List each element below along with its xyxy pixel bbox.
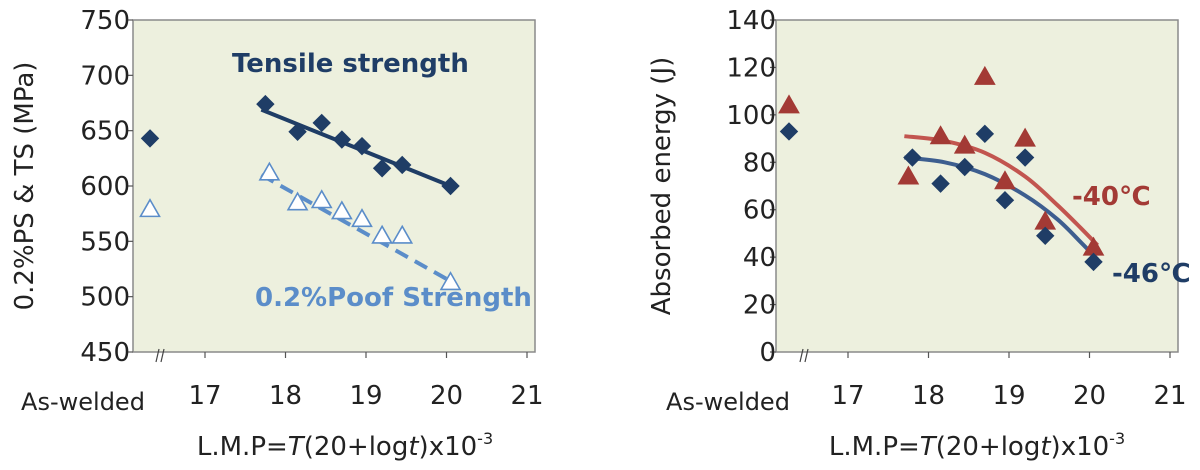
lmp-suffix: )x10 xyxy=(419,432,478,462)
data-point xyxy=(955,157,974,177)
energy-y-ticks: 0 20 40 60 80 100 120 140 xyxy=(726,6,776,368)
lmp-T: T xyxy=(920,432,938,462)
data-point xyxy=(139,198,161,218)
data-point xyxy=(779,122,799,141)
data-point xyxy=(995,191,1015,210)
x-tick-label: 18 xyxy=(269,381,302,411)
data-point xyxy=(372,159,392,178)
tensile-strength-label: Tensile strength xyxy=(232,49,469,79)
data-point xyxy=(391,224,414,244)
strength-series xyxy=(139,94,462,291)
strength-plot-area xyxy=(132,19,536,353)
y-tick-label: 600 xyxy=(80,172,130,202)
data-point xyxy=(439,271,462,291)
data-point xyxy=(258,161,281,181)
y-tick-label: 100 xyxy=(726,101,776,131)
data-point xyxy=(931,174,950,193)
trend-line xyxy=(260,173,452,283)
data-point xyxy=(994,170,1016,190)
data-point xyxy=(256,94,275,114)
data-point xyxy=(929,125,952,145)
data-point xyxy=(286,191,309,211)
strength-x-axis-title: L.M.P=T(20+logt)x10-3 xyxy=(197,429,493,462)
data-point xyxy=(140,129,160,148)
data-point xyxy=(973,65,996,85)
y-tick-label: 0 xyxy=(759,338,776,368)
lmp-mid: (20+log xyxy=(936,432,1041,462)
data-point xyxy=(975,124,995,144)
strength-y-ticks: 450 500 550 600 650 700 750 xyxy=(80,6,133,368)
data-point xyxy=(393,155,412,175)
x-tick-label: 18 xyxy=(912,381,945,411)
data-point xyxy=(332,130,352,149)
lmp-prefix: L.M.P= xyxy=(829,432,920,462)
lmp-t: t xyxy=(1040,432,1051,462)
data-point xyxy=(312,113,331,133)
lmp-suffix: )x10 xyxy=(1051,432,1110,462)
data-point xyxy=(778,94,800,114)
strength-y-axis-title: 0.2%PS & TS (MPa) xyxy=(10,62,40,311)
axis-break-marker xyxy=(799,348,809,363)
y-tick-label: 650 xyxy=(80,117,130,147)
y-tick-label: 550 xyxy=(80,227,130,257)
y-tick-label: 750 xyxy=(80,6,130,36)
lmp-mid: (20+log xyxy=(304,432,409,462)
x-tick-label: 19 xyxy=(349,381,382,411)
lmp-sup: -3 xyxy=(1109,429,1125,448)
data-point xyxy=(371,224,393,244)
data-point xyxy=(1036,226,1055,246)
lmp-prefix: L.M.P= xyxy=(197,432,288,462)
data-point xyxy=(352,136,372,156)
data-point xyxy=(351,208,373,228)
y-tick-label: 80 xyxy=(743,148,776,178)
y-tick-label: 500 xyxy=(80,283,130,313)
data-point xyxy=(288,122,307,141)
strength-x-ticks: 17 18 19 20 21 xyxy=(188,352,544,411)
minus-40c-label: -40℃ xyxy=(1072,182,1150,212)
y-tick-label: 40 xyxy=(743,243,776,273)
data-point xyxy=(441,176,460,196)
y-tick-label: 140 xyxy=(726,6,776,36)
y-tick-label: 700 xyxy=(80,61,130,91)
axis-break-marker xyxy=(155,348,165,363)
data-point xyxy=(953,134,976,154)
data-point xyxy=(1014,127,1036,147)
energy-series xyxy=(778,65,1105,272)
x-tick-label: 21 xyxy=(510,381,543,411)
x-tick-label: 17 xyxy=(188,381,221,411)
y-tick-label: 20 xyxy=(743,291,776,321)
lmp-t: t xyxy=(408,432,419,462)
data-point xyxy=(330,200,353,220)
data-point xyxy=(1015,148,1035,167)
data-point xyxy=(903,148,922,167)
energy-x-axis-title: L.M.P=T(20+logt)x10-3 xyxy=(829,429,1125,462)
x-tick-label: 17 xyxy=(831,381,864,411)
proof-strength-label: 0.2%Poof Strength xyxy=(255,283,532,313)
x-tick-label: 19 xyxy=(992,381,1025,411)
x-tick-label: 20 xyxy=(430,381,463,411)
x-tick-label: 20 xyxy=(1073,381,1106,411)
energy-x-ticks: 17 18 19 20 21 xyxy=(831,352,1187,411)
y-tick-label: 450 xyxy=(80,338,130,368)
x-tick-label: 21 xyxy=(1153,381,1186,411)
strength-chart: 450 500 550 600 650 700 750 17 18 19 20 21 As-weld… xyxy=(10,6,544,462)
y-tick-label: 120 xyxy=(726,53,776,83)
energy-as-welded-label: As-welded xyxy=(666,388,790,416)
data-point xyxy=(1084,252,1103,272)
data-point xyxy=(897,165,920,185)
energy-plot-area xyxy=(775,19,1179,353)
lmp-sup: -3 xyxy=(477,429,493,448)
strength-as-welded-label: As-welded xyxy=(21,388,145,416)
energy-y-axis-title: Absorbed energy (J) xyxy=(647,57,677,316)
minus-46c-label: -46℃ xyxy=(1112,259,1190,289)
lmp-T: T xyxy=(288,432,306,462)
data-point xyxy=(310,189,333,209)
y-tick-label: 60 xyxy=(743,196,776,226)
trend-curve xyxy=(904,155,1099,261)
